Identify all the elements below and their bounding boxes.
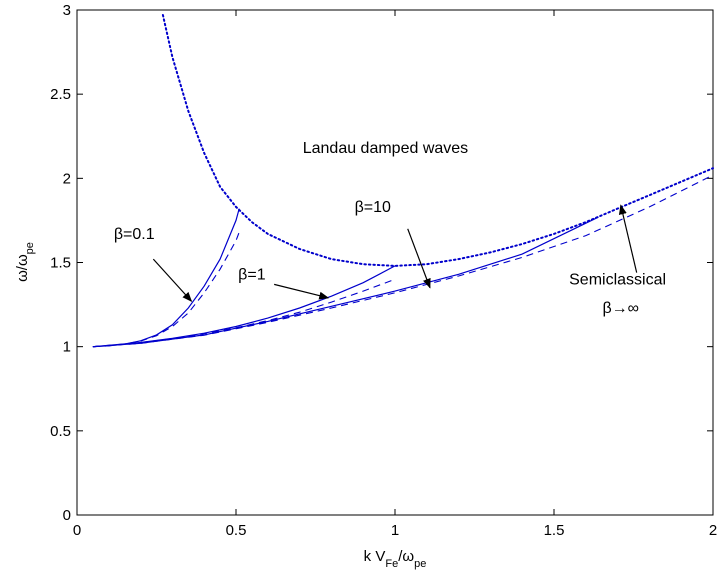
series-layer (92, 14, 714, 348)
annotation-arrow (618, 204, 638, 273)
annotation-arrow (274, 283, 330, 300)
y-axis-label-main: ω/ω (14, 254, 31, 282)
annotation-label: β=0.1 (114, 226, 155, 243)
axis-ticks: 0 0.5 1 1.5 2 0 0.5 1 1.5 2 2.5 3 (50, 2, 717, 539)
y-axis-label: ω/ωpe (14, 242, 36, 282)
x-axis-label: k VFe/ωpe (364, 548, 427, 570)
annotation-arrow (407, 228, 431, 289)
x-tick-label: 1 (391, 522, 399, 539)
plot-area (76, 9, 714, 516)
x-axis-label-sub2: pe (414, 558, 426, 570)
x-tick-label: 0.5 (226, 522, 247, 539)
y-tick-label: 1.5 (50, 255, 71, 272)
x-axis-label-main: k V (364, 548, 386, 565)
annotation-label: β=1 (238, 266, 266, 283)
series-line-dotted (161, 14, 714, 267)
annotation-arrow (152, 258, 193, 302)
x-axis-label-sub1: Fe (385, 558, 398, 570)
annotation-label: β=10 (355, 199, 391, 216)
y-tick-label: 0.5 (50, 423, 71, 440)
annotation-label: Semiclassical (569, 271, 666, 288)
annotation-layer: Landau damped waves β=0.1 β=1 β=10 Semiclass… (114, 140, 666, 317)
y-tick-label: 0 (63, 507, 71, 524)
x-tick-label: 0 (73, 522, 81, 539)
arrow-layer (152, 204, 638, 302)
x-tick-label: 1.5 (544, 522, 565, 539)
y-tick-label: 2 (63, 170, 71, 187)
annotation-label: β→∞ (602, 300, 639, 317)
y-tick-label: 1 (63, 339, 71, 356)
annotation-label: Landau damped waves (303, 140, 468, 157)
x-tick-label: 2 (709, 522, 717, 539)
series-line-dashed (92, 174, 714, 348)
y-tick-label: 2.5 (50, 86, 71, 103)
x-axis-label-mid: /ω (398, 548, 414, 565)
series-line-solid (92, 216, 599, 348)
y-axis-label-sub: pe (24, 242, 36, 254)
y-tick-label: 3 (63, 2, 71, 19)
